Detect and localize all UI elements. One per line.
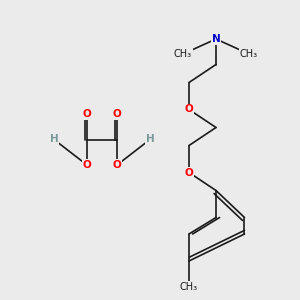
- Text: O: O: [112, 109, 122, 119]
- Text: O: O: [184, 167, 194, 178]
- Text: H: H: [50, 134, 58, 145]
- Text: CH₃: CH₃: [240, 49, 258, 59]
- Text: H: H: [146, 134, 154, 145]
- Text: O: O: [82, 109, 91, 119]
- Text: CH₃: CH₃: [174, 49, 192, 59]
- Text: N: N: [212, 34, 220, 44]
- Text: CH₃: CH₃: [180, 281, 198, 292]
- Text: O: O: [184, 104, 194, 115]
- Text: O: O: [112, 160, 122, 170]
- Text: O: O: [82, 160, 91, 170]
